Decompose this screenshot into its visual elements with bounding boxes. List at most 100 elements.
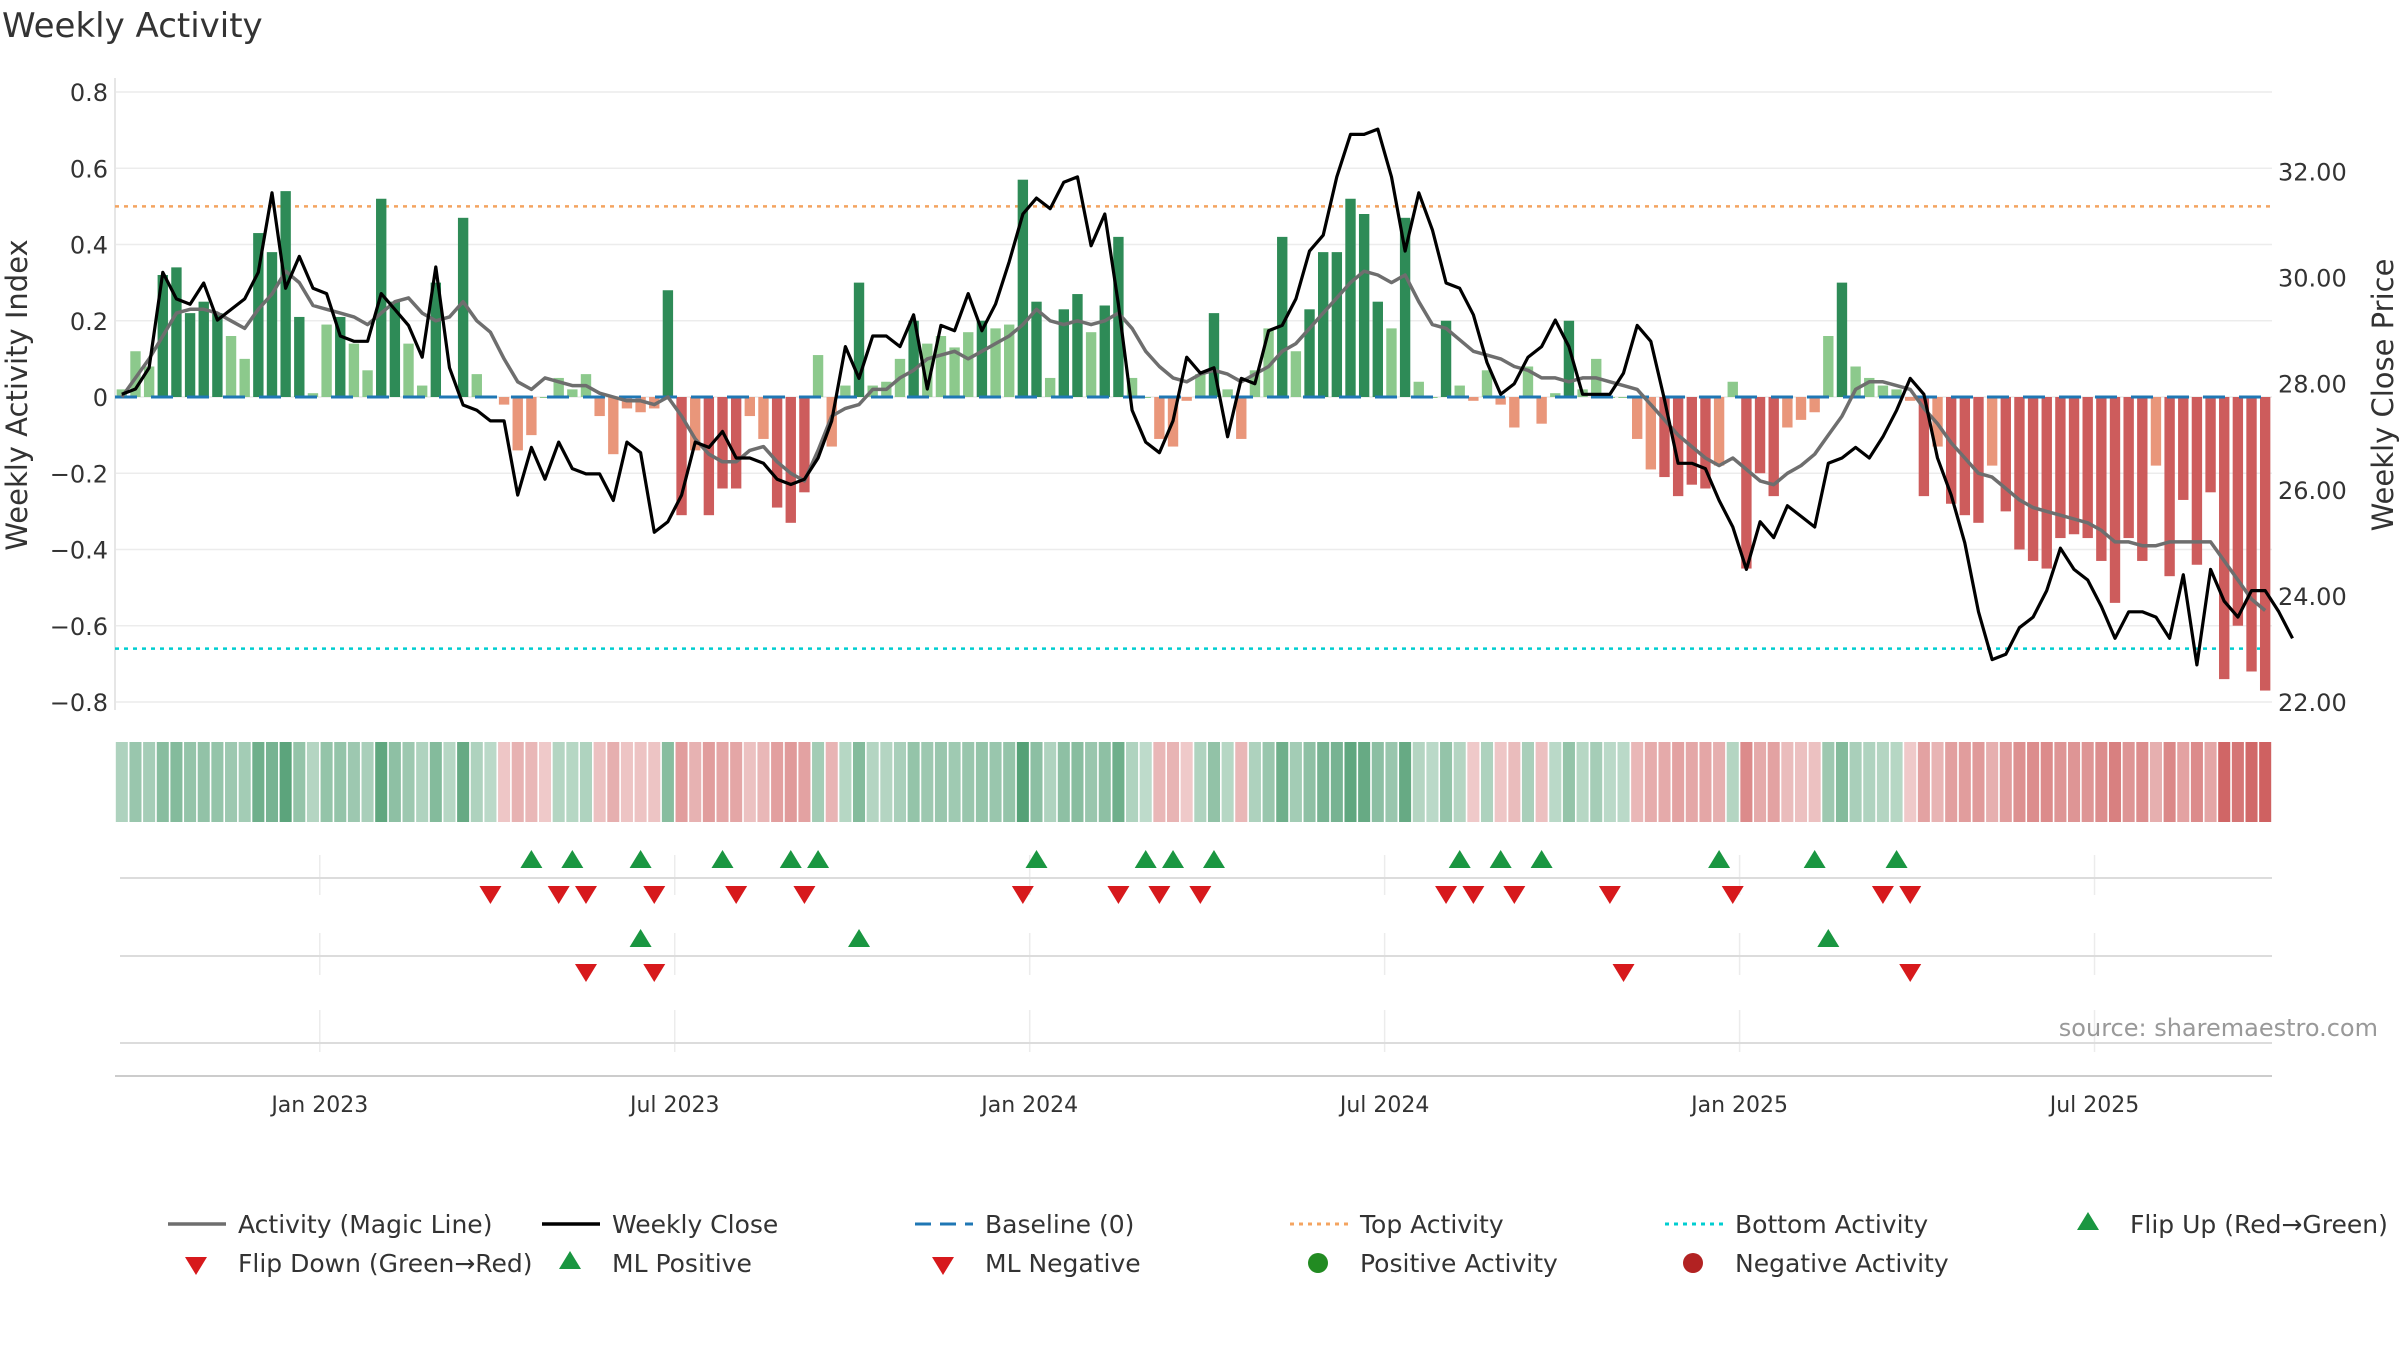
heat-band-cell [1194, 742, 1207, 822]
heat-band-cell [525, 742, 538, 822]
heat-band-cell [1480, 742, 1494, 822]
activity-bar [1550, 393, 1561, 397]
heat-band-cell [498, 742, 511, 822]
activity-bar [1413, 381, 1424, 397]
activity-bar [662, 290, 674, 397]
heat-band-cell [1535, 742, 1548, 822]
heat-band-cell [853, 742, 866, 822]
legend-swatch [185, 1257, 207, 1275]
heat-band-cell [1508, 742, 1521, 822]
heat-band-cell [1917, 742, 1930, 822]
heat-band-cell [1126, 742, 1139, 822]
activity-bar [2109, 397, 2121, 603]
activity-bar [1495, 397, 1506, 405]
heat-band-cell [866, 742, 879, 822]
heat-band-cell [156, 742, 169, 822]
heat-band-cell [1139, 742, 1152, 822]
activity-bar [1509, 397, 1520, 428]
activity-bar [1836, 282, 1848, 397]
heat-band-cell [839, 742, 852, 822]
activity-bar [1563, 320, 1575, 397]
ml-positive-marker [629, 929, 652, 947]
activity-bar [1536, 397, 1547, 424]
activity-bar [2068, 397, 2080, 535]
heat-band-cell [1999, 742, 2012, 822]
heat-band-cell [1890, 742, 1903, 822]
activity-bar [307, 393, 319, 397]
heat-band-cell [252, 742, 265, 822]
heat-band-cell [989, 742, 1002, 822]
heat-band-cell [552, 742, 565, 822]
heat-band-cell [1057, 742, 1070, 822]
activity-bar [1072, 294, 1083, 397]
heat-band-cell [620, 742, 633, 822]
activity-bar [471, 374, 482, 397]
flip-down-marker [1011, 886, 1034, 904]
flip-up-marker [711, 850, 734, 868]
heat-band-cell [1235, 742, 1248, 822]
flip-down-marker [1598, 886, 1621, 904]
activity-bar [403, 343, 414, 397]
activity-bar [1713, 397, 1725, 466]
activity-bar [771, 397, 783, 508]
source-credit: source: sharemaestro.com [2058, 1014, 2378, 1042]
activity-bar [171, 267, 182, 397]
legend-swatch [932, 1257, 954, 1275]
flip-down-marker [1435, 886, 1458, 904]
activity-bar [184, 313, 196, 397]
heat-band-cell [443, 742, 456, 822]
activity-bar [239, 358, 250, 397]
heat-band-cell [730, 742, 743, 822]
activity-bar [1631, 397, 1643, 439]
heat-band-cell [265, 742, 279, 822]
heat-band-cell [1262, 742, 1275, 822]
ml-negative-marker [1612, 964, 1635, 982]
activity-bar [280, 191, 291, 397]
x-tick-label: Jul 2024 [1338, 1093, 1430, 1118]
flip-down-marker [1189, 886, 1212, 904]
heat-band-cell [1358, 742, 1371, 822]
x-tick-label: Jul 2025 [2048, 1093, 2140, 1118]
flip-up-marker [1489, 850, 1512, 868]
flip-up-marker [629, 850, 652, 868]
heat-band-cell [2177, 742, 2190, 822]
heat-band-cell [962, 742, 975, 822]
heat-band-cell [702, 742, 715, 822]
heat-band-cell [2027, 742, 2040, 822]
flip-up-marker [1202, 850, 1225, 868]
heat-band-cell [2013, 742, 2026, 822]
heat-band-cell [129, 742, 142, 822]
magic-line [120, 269, 2267, 612]
x-tick-label: Jan 2024 [979, 1093, 1078, 1118]
legend-label: Bottom Activity [1735, 1210, 1928, 1239]
activity-bar [635, 397, 646, 413]
heat-band-cell [1713, 742, 1726, 822]
left-tick-label: 0.2 [70, 308, 108, 336]
flip-down-marker [574, 886, 597, 904]
heat-band-cell [771, 742, 784, 822]
heat-band-cell [1699, 742, 1712, 822]
activity-bar [1782, 397, 1793, 428]
heat-band-cell [1180, 742, 1193, 822]
activity-bar [1031, 301, 1042, 397]
activity-bar [1222, 389, 1233, 397]
activity-bar [266, 252, 278, 397]
flip-up-marker [520, 850, 543, 868]
heat-band-cell [1003, 742, 1016, 822]
flip-down-marker [1462, 886, 1485, 904]
flip-up-marker [561, 850, 584, 868]
activity-bar [1727, 381, 1738, 397]
heat-band-cell [1931, 742, 1944, 822]
y-axis-left-label: Weekly Activity Index [0, 239, 34, 550]
activity-bar [799, 397, 810, 493]
activity-bar [1113, 236, 1124, 397]
activity-bar [1454, 385, 1465, 397]
heat-band-cell [2122, 742, 2135, 822]
heat-band-cell [143, 742, 156, 822]
flip-up-marker [1448, 850, 1471, 868]
heat-band-cell [1344, 742, 1357, 822]
heat-band-cell [2081, 742, 2094, 822]
heat-band-cell [1781, 742, 1794, 822]
activity-bar [498, 397, 510, 405]
activity-bar [225, 336, 237, 397]
